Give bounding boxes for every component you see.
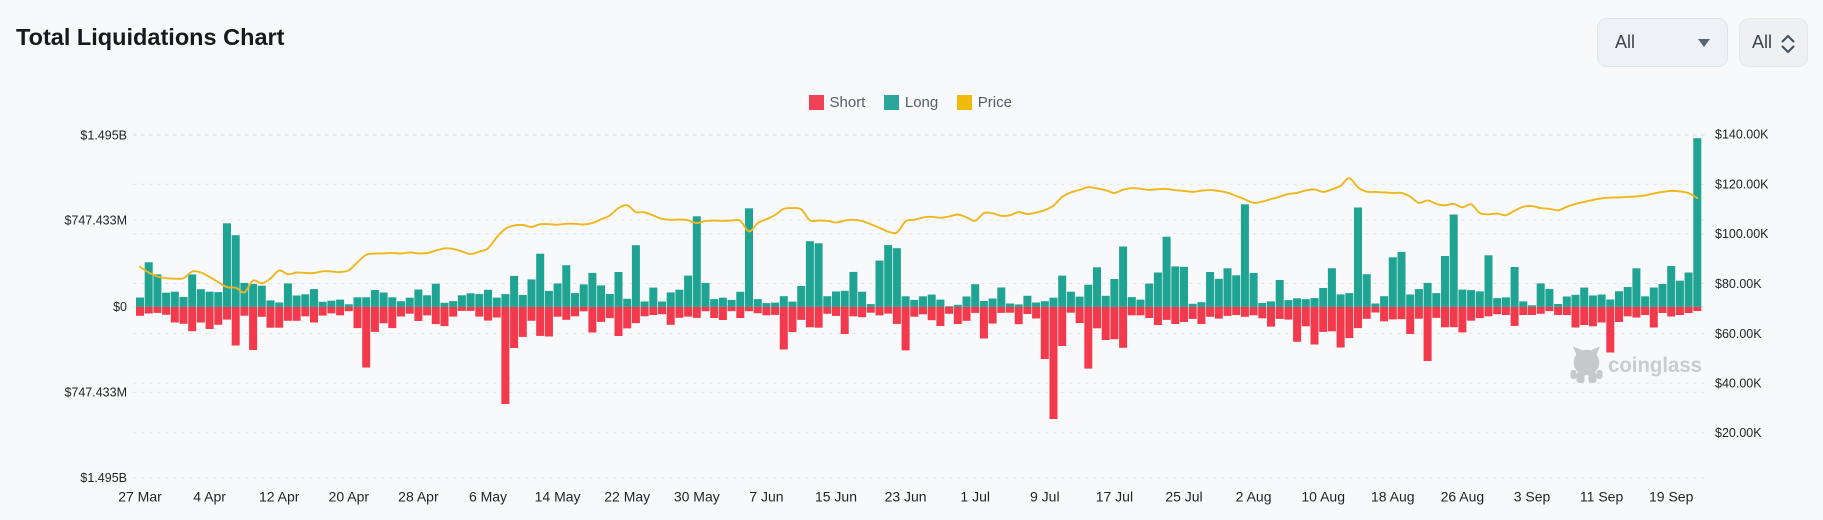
svg-text:6 May: 6 May — [469, 489, 507, 505]
svg-text:$1.495B: $1.495B — [80, 129, 127, 143]
svg-text:30 May: 30 May — [674, 489, 720, 505]
svg-text:$80.00K: $80.00K — [1715, 277, 1762, 291]
svg-text:20 Apr: 20 Apr — [329, 489, 370, 505]
svg-text:$20.00K: $20.00K — [1715, 426, 1762, 440]
svg-text:11 Sep: 11 Sep — [1580, 489, 1624, 505]
svg-text:coinglass: coinglass — [1608, 354, 1702, 377]
svg-text:1 Jul: 1 Jul — [960, 489, 990, 505]
svg-text:$747.433M: $747.433M — [64, 213, 127, 227]
svg-text:15 Jun: 15 Jun — [815, 489, 857, 505]
svg-text:28 Apr: 28 Apr — [398, 489, 439, 505]
svg-text:2 Aug: 2 Aug — [1236, 489, 1272, 505]
svg-text:$747.433M: $747.433M — [64, 386, 127, 400]
svg-text:10 Aug: 10 Aug — [1301, 489, 1345, 505]
svg-text:18 Aug: 18 Aug — [1371, 489, 1415, 505]
svg-text:14 May: 14 May — [535, 489, 581, 505]
svg-text:$100.00K: $100.00K — [1715, 227, 1769, 241]
svg-text:$40.00K: $40.00K — [1715, 376, 1762, 390]
svg-text:$1.495B: $1.495B — [80, 471, 127, 485]
svg-text:9 Jul: 9 Jul — [1030, 489, 1060, 505]
svg-text:22 May: 22 May — [604, 489, 650, 505]
svg-text:12 Apr: 12 Apr — [259, 489, 300, 505]
svg-text:27 Mar: 27 Mar — [118, 489, 162, 505]
svg-text:17 Jul: 17 Jul — [1096, 489, 1133, 505]
svg-text:$120.00K: $120.00K — [1715, 178, 1769, 192]
svg-text:23 Jun: 23 Jun — [885, 489, 927, 505]
svg-text:3 Sep: 3 Sep — [1514, 489, 1551, 505]
svg-text:26 Aug: 26 Aug — [1441, 489, 1485, 505]
svg-text:25 Jul: 25 Jul — [1165, 489, 1202, 505]
svg-text:19 Sep: 19 Sep — [1649, 489, 1694, 505]
svg-text:$140.00K: $140.00K — [1715, 128, 1769, 142]
svg-text:7 Jun: 7 Jun — [749, 489, 783, 505]
svg-text:$60.00K: $60.00K — [1715, 327, 1762, 341]
svg-text:4 Apr: 4 Apr — [193, 489, 226, 505]
svg-text:$0: $0 — [113, 300, 127, 314]
